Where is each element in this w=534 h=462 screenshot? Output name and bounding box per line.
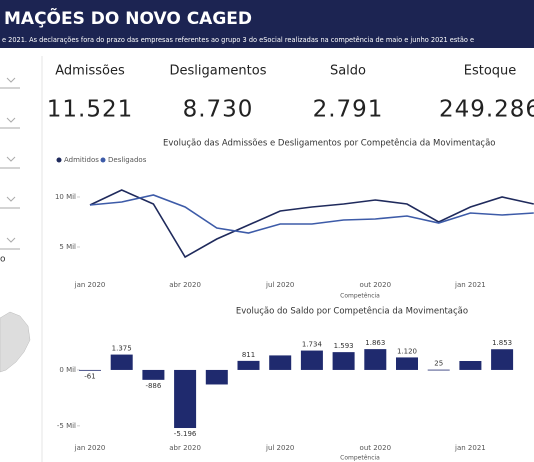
- bar: [364, 349, 387, 370]
- legend-label: Admitidos: [64, 156, 99, 164]
- kpi-value: 8.730: [183, 97, 254, 123]
- chevron[interactable]: [6, 156, 16, 162]
- x-tick-label: out 2020: [360, 444, 392, 452]
- x-tick-label: jan 2021: [454, 444, 486, 452]
- x-tick-label: jul 2020: [265, 281, 294, 289]
- bar: [459, 361, 482, 370]
- chevron[interactable]: [6, 77, 16, 83]
- value-label: 1.375: [112, 345, 132, 353]
- chevron[interactable]: [6, 117, 16, 123]
- series-line: [89, 194, 534, 234]
- bar: [142, 369, 165, 380]
- value-label: 1.593: [334, 342, 354, 350]
- value-label: 1.120: [397, 347, 417, 355]
- x-tick-label: abr 2020: [169, 281, 201, 289]
- value-label: -5.196: [174, 430, 197, 438]
- x-axis-label: Competência: [340, 293, 380, 300]
- value-label: 1.853: [492, 339, 512, 347]
- bar: [300, 350, 323, 370]
- x-tick-label: out 2020: [360, 281, 392, 289]
- series-line: [89, 189, 534, 259]
- bar: [491, 349, 514, 370]
- bar: [269, 355, 292, 370]
- bar: [427, 369, 450, 371]
- bar: [237, 360, 260, 370]
- legend-label: Desligados: [108, 156, 147, 164]
- value-label: -886: [145, 382, 161, 390]
- header-subtitle: e 2021. As declarações fora do prazo das…: [2, 36, 474, 44]
- map-fragment: [0, 311, 31, 373]
- bar: [174, 369, 197, 429]
- header-band: [0, 0, 534, 48]
- legend-marker: [100, 157, 106, 163]
- y-tick-label: 10 Mil: [55, 193, 76, 201]
- y-tick-label: 0 Mil: [59, 366, 76, 374]
- kpi-value: 249.286: [439, 97, 534, 123]
- header-title: MAÇÕES DO NOVO CAGED: [4, 6, 252, 29]
- kpi-label: Desligamentos: [170, 64, 267, 79]
- bar: [110, 354, 133, 370]
- x-tick-label: jul 2020: [265, 444, 294, 452]
- x-axis-label: Competência: [340, 455, 380, 462]
- value-label: 1.863: [365, 339, 385, 347]
- kpi-value: 11.521: [47, 97, 133, 123]
- kpi-label: Admissões: [55, 64, 125, 79]
- kpi-label: Estoque: [464, 64, 517, 79]
- chevron[interactable]: [6, 237, 16, 243]
- bar: [332, 352, 355, 370]
- bar: [396, 357, 418, 370]
- bar: [79, 369, 101, 371]
- kpi-value: 2.791: [313, 97, 384, 123]
- x-tick-label: jan 2020: [74, 444, 106, 452]
- x-tick-label: jan 2021: [454, 281, 486, 289]
- chart-title: Evolução do Saldo por Competência da Mov…: [236, 306, 468, 317]
- x-tick-label: abr 2020: [169, 444, 201, 452]
- value-label: 25: [434, 360, 443, 368]
- value-label: -61: [84, 373, 95, 381]
- value-label: 811: [242, 351, 255, 359]
- chevron[interactable]: [6, 196, 16, 202]
- legend-marker: [56, 157, 62, 163]
- y-tick-label: 5 Mil: [59, 243, 76, 251]
- bar: [205, 369, 228, 385]
- x-tick-label: jan 2020: [74, 281, 106, 289]
- kpi-label: Saldo: [330, 64, 366, 79]
- value-label: 1.734: [302, 341, 323, 349]
- y-tick-label: -5 Mil: [57, 422, 76, 430]
- filters[interactable]: [0, 77, 20, 250]
- left-fragment: o: [0, 255, 6, 265]
- chart-title: Evolução das Admissões e Desligamentos p…: [163, 138, 496, 149]
